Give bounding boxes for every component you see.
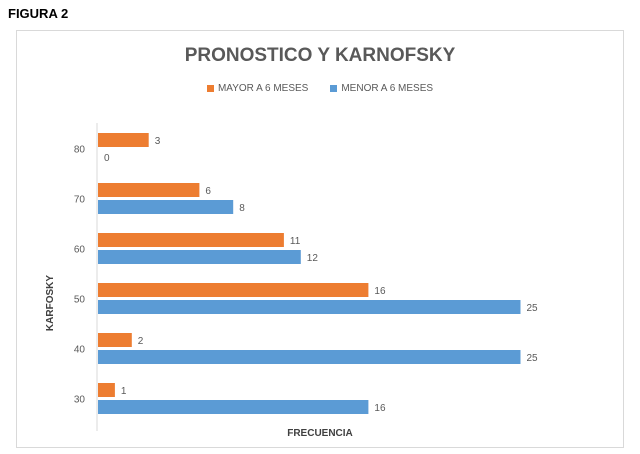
bar bbox=[98, 383, 115, 397]
legend-item-mayor: MAYOR A 6 MESES bbox=[206, 83, 309, 94]
data-label: 3 bbox=[155, 136, 161, 147]
legend-swatch-mayor bbox=[206, 85, 214, 92]
data-label: 2 bbox=[138, 336, 144, 347]
category-label: 40 bbox=[74, 345, 86, 356]
data-label: 25 bbox=[527, 303, 539, 314]
category-label: 80 bbox=[74, 145, 86, 156]
data-label: 0 bbox=[104, 153, 110, 164]
legend-item-menor: MENOR A 6 MESES bbox=[330, 83, 433, 94]
data-label: 25 bbox=[527, 353, 539, 364]
chart-area: PRONOSTICO Y KARNOFSKY MAYOR A 6 MESES M… bbox=[16, 30, 624, 448]
data-label: 11 bbox=[290, 236, 301, 247]
data-label: 1 bbox=[121, 386, 127, 397]
category-label: 60 bbox=[74, 245, 86, 256]
bar bbox=[98, 283, 369, 297]
data-label: 12 bbox=[307, 253, 319, 264]
bar bbox=[98, 200, 234, 214]
bar bbox=[98, 250, 301, 264]
bar bbox=[98, 233, 284, 247]
chart-title: PRONOSTICO Y KARNOFSKY bbox=[184, 45, 456, 66]
bar bbox=[98, 333, 132, 347]
y-axis-title: KARFOSKY bbox=[45, 275, 56, 331]
data-label: 8 bbox=[239, 203, 245, 214]
data-label: 16 bbox=[374, 403, 386, 414]
category-label: 50 bbox=[74, 295, 86, 306]
chart-legend: MAYOR A 6 MESES MENOR A 6 MESES bbox=[17, 83, 623, 94]
bar-plot: 803070686011125016254022530116FRECUENCIA… bbox=[45, 123, 539, 439]
bar bbox=[98, 400, 369, 414]
x-axis-title: FRECUENCIA bbox=[287, 428, 353, 439]
legend-label-mayor: MAYOR A 6 MESES bbox=[217, 83, 309, 94]
bar bbox=[98, 350, 521, 364]
data-label: 6 bbox=[205, 186, 211, 197]
legend-swatch-menor bbox=[330, 85, 338, 92]
category-label: 30 bbox=[74, 395, 86, 406]
bar bbox=[98, 300, 521, 314]
data-label: 16 bbox=[374, 286, 386, 297]
bar bbox=[98, 133, 149, 147]
bar bbox=[98, 183, 200, 197]
category-label: 70 bbox=[74, 195, 86, 206]
legend-label-menor: MENOR A 6 MESES bbox=[341, 83, 434, 94]
figure-label: FIGURA 2 bbox=[8, 6, 69, 21]
